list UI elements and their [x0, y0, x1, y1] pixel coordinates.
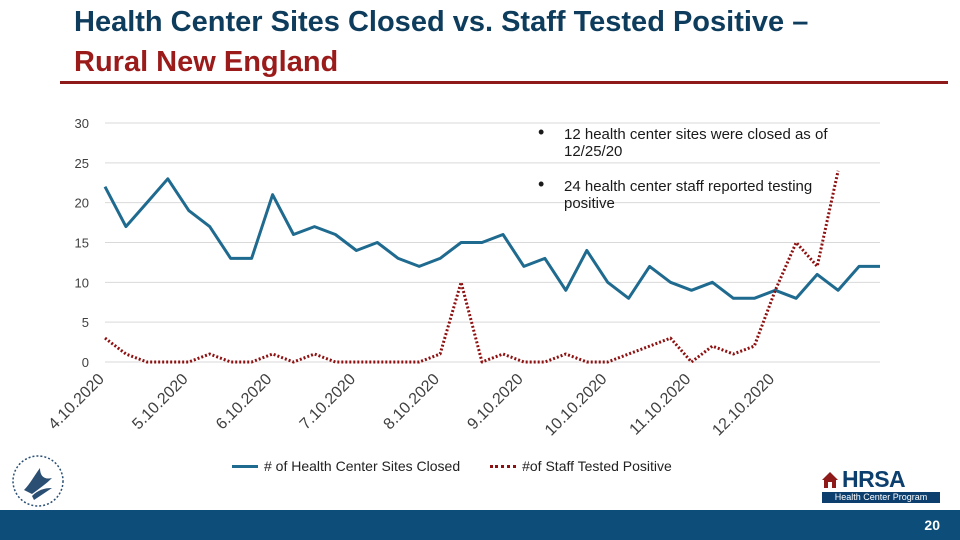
- y-tick-label: 15: [75, 236, 89, 251]
- bullet-dot-icon: •: [538, 122, 545, 142]
- footer-bar: [0, 510, 960, 540]
- title-line-2: Rural New England: [74, 46, 339, 78]
- legend-label-positive: #of Staff Tested Positive: [522, 458, 672, 474]
- x-tick-label: 5.10.2020: [129, 371, 191, 433]
- series-group: [103, 170, 881, 364]
- bullet-dot-icon: •: [538, 174, 545, 194]
- x-tick-label: 12.10.2020: [709, 371, 778, 440]
- title-line-1: Health Center Sites Closed vs. Staff Tes…: [74, 6, 809, 38]
- chart-legend: # of Health Center Sites Closed #of Staf…: [232, 458, 702, 474]
- gridlines: [105, 122, 880, 363]
- legend-label-closed: # of Health Center Sites Closed: [264, 458, 461, 474]
- x-tick-label: 7.10.2020: [297, 371, 359, 433]
- house-icon: [822, 472, 838, 488]
- bullet-item: • 24 health center staff reported testin…: [538, 174, 858, 212]
- bullet-list: • 12 health center sites were closed as …: [538, 122, 858, 230]
- x-tick-label: 6.10.2020: [213, 371, 275, 433]
- y-tick-label: 10: [75, 275, 89, 290]
- x-tick-label: 11.10.2020: [627, 371, 695, 439]
- y-axis-ticks: 0 5 10 15 20 25 30: [75, 116, 89, 370]
- legend-item-positive: #of Staff Tested Positive: [490, 458, 672, 474]
- y-tick-label: 30: [75, 116, 89, 131]
- bullet-text-sites-closed: 12 health center sites were closed as of…: [564, 126, 828, 160]
- x-tick-label: 10.10.2020: [542, 371, 611, 440]
- series-line-staff-positive: [104, 170, 840, 364]
- slide-title: Health Center Sites Closed vs. Staff Tes…: [74, 2, 954, 82]
- hrsa-wordmark: HRSA: [842, 466, 906, 492]
- legend-item-closed: # of Health Center Sites Closed: [232, 458, 460, 474]
- series-line-sites-closed: [103, 177, 880, 300]
- y-tick-label: 20: [75, 196, 89, 211]
- line-chart: 0 5 10 15 20 25 30 4.10.2020 5.10.2020 6.10.2020…: [45, 116, 881, 440]
- hrsa-tagline: Health Center Program: [822, 492, 940, 503]
- hhs-eagle-logo-icon: [12, 455, 64, 507]
- y-tick-label: 25: [75, 156, 89, 171]
- x-tick-label: 9.10.2020: [464, 371, 526, 433]
- legend-swatch-dotted: [490, 464, 517, 468]
- bullet-item: • 12 health center sites were closed as …: [538, 122, 858, 160]
- legend-swatch-solid: [232, 464, 258, 468]
- hrsa-logo: HRSA Health Center Program: [818, 466, 940, 504]
- x-tick-label: 4.10.2020: [45, 371, 107, 433]
- page-number: 20: [924, 517, 940, 533]
- y-tick-label: 0: [82, 355, 89, 370]
- bullet-text-staff-positive: 24 health center staff reported testing …: [564, 178, 813, 212]
- x-axis-ticks: 4.10.2020 5.10.2020 6.10.2020 7.10.2020 8.10…: [45, 371, 778, 440]
- title-divider: [60, 81, 948, 84]
- y-tick-label: 5: [82, 315, 89, 330]
- x-tick-label: 8.10.2020: [381, 371, 443, 433]
